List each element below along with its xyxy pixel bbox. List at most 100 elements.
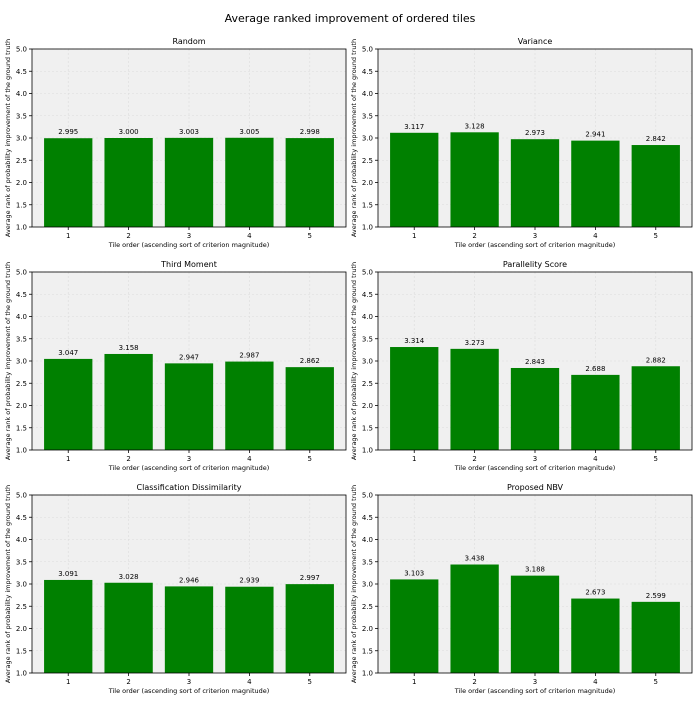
chart-panel: 3.314 3.273 2.843 2.688 2.882 1.0 1.5 2.0 2.5 3.0…	[350, 260, 693, 472]
y-tick-label: 3.0	[16, 135, 27, 143]
y-axis-label: Average rank of probability improvement …	[4, 485, 12, 683]
bar	[510, 139, 560, 227]
bar	[450, 564, 499, 673]
chart-title: Random	[172, 37, 205, 46]
y-axis-label: Average rank of probability improvement …	[350, 39, 358, 237]
bar-value-label: 2.882	[646, 356, 666, 364]
y-tick-label: 3.0	[362, 581, 373, 589]
bar-value-label: 2.987	[239, 352, 259, 360]
bar-value-label: 3.047	[58, 349, 78, 357]
y-tick-label: 1.5	[16, 201, 27, 209]
y-axis-label: Average rank of probability improvement …	[350, 485, 358, 683]
y-tick-label: 2.0	[362, 625, 373, 633]
y-tick-label: 3.0	[362, 135, 373, 143]
y-tick-label: 4.0	[362, 536, 373, 544]
x-axis-label: Tile order (ascending sort of criterion …	[454, 241, 616, 249]
y-tick-label: 1.0	[362, 670, 373, 678]
chart-panel: 3.091 3.028 2.946 2.939 2.997 1.0 1.5 2.0 2.5 3.0…	[4, 483, 347, 695]
bar-value-label: 2.995	[58, 128, 78, 136]
bar	[631, 366, 680, 450]
y-tick-label: 3.0	[16, 581, 27, 589]
x-tick-label: 1	[66, 678, 70, 686]
y-tick-label: 2.5	[362, 157, 373, 165]
bar-value-label: 2.947	[179, 353, 199, 361]
bar-value-label: 2.941	[585, 131, 605, 139]
bar-value-label: 3.438	[465, 555, 485, 563]
bar	[164, 363, 214, 450]
y-tick-label: 2.5	[16, 380, 27, 388]
y-tick-label: 4.5	[16, 291, 27, 299]
bar-value-label: 3.003	[179, 128, 199, 136]
y-tick-label: 5.0	[16, 46, 27, 54]
bar	[631, 601, 680, 673]
y-tick-label: 4.0	[362, 90, 373, 98]
x-tick-label: 5	[308, 232, 312, 240]
y-axis-label: Average rank of probability improvement …	[4, 39, 12, 237]
y-tick-label: 4.0	[16, 313, 27, 321]
y-tick-label: 5.0	[16, 492, 27, 500]
bar-value-label: 3.158	[119, 344, 139, 352]
x-tick-label: 4	[247, 455, 252, 463]
bar	[225, 586, 274, 673]
x-tick-label: 1	[66, 232, 70, 240]
y-tick-label: 5.0	[16, 269, 27, 277]
y-tick-label: 4.0	[362, 313, 373, 321]
y-tick-label: 5.0	[362, 492, 373, 500]
y-tick-label: 2.0	[16, 402, 27, 410]
x-tick-label: 3	[187, 678, 191, 686]
y-tick-label: 4.5	[16, 514, 27, 522]
x-tick-label: 3	[533, 678, 537, 686]
chart-title: Classification Dissimilarity	[137, 483, 242, 492]
bar	[104, 353, 153, 450]
bar-value-label: 2.997	[300, 574, 320, 582]
bar	[164, 137, 214, 227]
y-tick-label: 4.5	[16, 68, 27, 76]
y-tick-label: 1.0	[362, 224, 373, 232]
x-tick-label: 4	[593, 455, 598, 463]
y-tick-label: 1.0	[16, 670, 27, 678]
bar	[225, 137, 274, 227]
x-tick-label: 5	[654, 232, 658, 240]
x-tick-label: 3	[533, 455, 537, 463]
bar	[390, 579, 439, 673]
x-axis-label: Tile order (ascending sort of criterion …	[454, 687, 616, 695]
chart-title: Variance	[518, 37, 553, 46]
x-tick-label: 2	[472, 678, 476, 686]
x-tick-label: 4	[593, 232, 598, 240]
bar	[285, 138, 334, 227]
y-tick-label: 4.5	[362, 291, 373, 299]
x-tick-label: 3	[533, 232, 537, 240]
y-tick-label: 3.5	[362, 558, 373, 566]
x-tick-label: 5	[654, 678, 658, 686]
chart-title: Proposed NBV	[507, 483, 564, 492]
y-tick-label: 2.0	[16, 179, 27, 187]
bar	[571, 374, 620, 450]
x-tick-label: 1	[412, 232, 416, 240]
y-tick-label: 2.5	[362, 603, 373, 611]
bar	[450, 132, 499, 227]
bar-value-label: 2.973	[525, 129, 545, 137]
y-tick-label: 2.5	[16, 603, 27, 611]
y-tick-label: 1.5	[362, 424, 373, 432]
x-tick-label: 5	[308, 678, 312, 686]
y-tick-label: 2.5	[16, 157, 27, 165]
figure-title: Average ranked improvement of ordered ti…	[224, 12, 476, 25]
y-tick-label: 2.0	[362, 179, 373, 187]
x-tick-label: 3	[187, 455, 191, 463]
bar	[390, 132, 439, 227]
y-tick-label: 1.0	[16, 447, 27, 455]
x-tick-label: 4	[247, 678, 252, 686]
y-tick-label: 4.0	[16, 536, 27, 544]
bar	[510, 367, 560, 450]
bar-value-label: 2.843	[525, 358, 545, 366]
x-tick-label: 5	[308, 455, 312, 463]
bar	[104, 138, 153, 227]
bar-value-label: 3.273	[465, 339, 485, 347]
x-tick-label: 4	[247, 232, 252, 240]
x-tick-label: 2	[472, 232, 476, 240]
bar	[285, 367, 334, 450]
x-tick-label: 2	[126, 455, 130, 463]
x-tick-label: 1	[412, 678, 416, 686]
bar-value-label: 2.939	[239, 577, 259, 585]
bar	[164, 586, 214, 673]
